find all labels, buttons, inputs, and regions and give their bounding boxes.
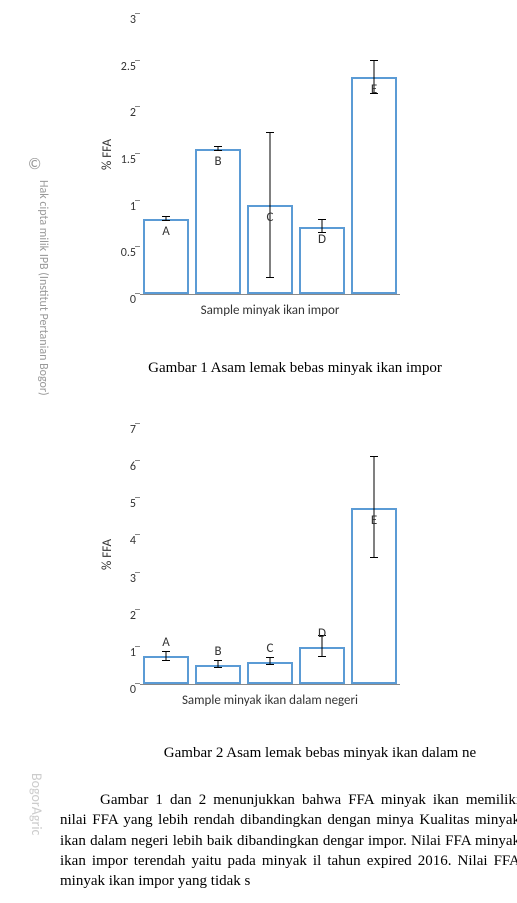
body-paragraph: Gambar 1 dan 2 menunjukkan bahwa FFA min… — [60, 790, 517, 891]
bar-label-C: C — [267, 641, 274, 656]
error-bar-C — [270, 133, 271, 279]
plot-area-1: 00.511.522.53ABCDE — [140, 15, 400, 295]
bar-label-A: A — [162, 224, 170, 239]
y-tick-label: 2.5 — [106, 60, 136, 74]
watermark-text: Hak cipta milik IPB (Institut Pertanian … — [30, 180, 50, 580]
caption-chart-2: Gambar 2 Asam lemak bebas minyak ikan da… — [120, 745, 517, 762]
y-axis-label-1: % FFA — [100, 139, 115, 170]
bar-label-D: D — [318, 232, 326, 247]
x-axis-label-2: Sample minyak ikan dalam negeri — [140, 693, 400, 708]
chart-ffa-impor: 00.511.522.53ABCDE % FFA Sample minyak i… — [100, 10, 410, 330]
bar-label-A: A — [162, 635, 170, 650]
y-tick-label: 0 — [106, 683, 136, 697]
y-tick-label: 3 — [106, 572, 136, 586]
caption-chart-1: Gambar 1 Asam lemak bebas minyak ikan im… — [120, 360, 470, 377]
error-bar-E — [374, 457, 375, 557]
watermark-bottom: BogorAgric — [28, 773, 45, 883]
y-tick-label: 0 — [106, 293, 136, 307]
y-tick-label: 0.5 — [106, 246, 136, 260]
bar-label-E: E — [371, 513, 377, 528]
bar-B — [195, 149, 242, 294]
bar-label-C: C — [267, 210, 274, 225]
plot-area-2: 01234567ABCDE — [140, 425, 400, 685]
y-tick-label: 2 — [106, 609, 136, 623]
y-tick-label: 2 — [106, 106, 136, 120]
bar-E — [351, 77, 398, 294]
chart-ffa-dalam-negeri: 01234567ABCDE % FFA Sample minyak ikan d… — [100, 420, 410, 730]
y-tick-label: 3 — [106, 13, 136, 27]
bar-label-D: D — [318, 626, 326, 641]
bar-label-B: B — [214, 154, 221, 169]
y-tick-label: 1 — [106, 200, 136, 214]
x-axis-label-1: Sample minyak ikan impor — [140, 303, 400, 318]
bar-label-E: E — [371, 82, 377, 97]
y-tick-label: 6 — [106, 460, 136, 474]
y-tick-label: 7 — [106, 423, 136, 437]
y-tick-label: 5 — [106, 497, 136, 511]
copyright-symbol: © — [28, 155, 41, 174]
bar-label-B: B — [214, 644, 221, 659]
y-axis-label-2: % FFA — [100, 539, 115, 570]
y-tick-label: 1 — [106, 646, 136, 660]
